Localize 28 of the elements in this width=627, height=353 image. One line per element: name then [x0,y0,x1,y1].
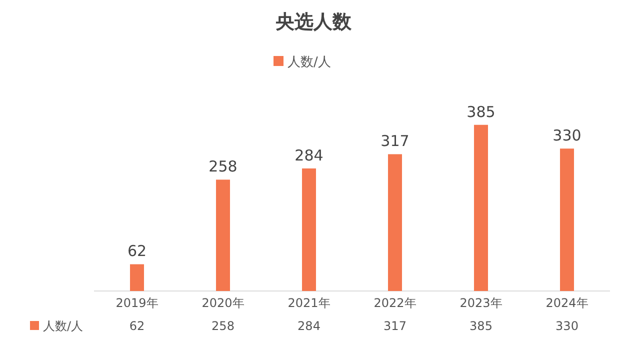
x-tick-label: 2019年 [116,296,158,310]
bar [302,168,316,291]
bar [474,124,488,291]
bar [560,148,574,291]
x-tick-label: 2024年 [546,296,588,310]
chart-title: 央选人数 [274,11,352,33]
bar [216,180,230,291]
text: 284 [298,319,320,333]
text: 62 [129,319,145,333]
x-tick-label: 2023年 [460,296,502,310]
text: 317 [384,319,406,333]
data-label: 258 [208,158,238,176]
bar [130,264,144,291]
legend-label: 人数/人 [288,55,331,70]
x-tick-label: 2022年 [374,296,416,310]
text: 人数/人 [43,319,84,333]
text: 258 [212,319,234,333]
text: 385 [470,319,492,333]
text: 330 [556,319,578,333]
legend: 人数/人 [274,55,331,70]
data-label: 62 [127,242,147,260]
data-label: 317 [380,132,410,150]
data-label: 284 [294,146,324,164]
x-tick-label: 2020年 [202,296,244,310]
x-tick-label: 2021年 [288,296,330,310]
bar [388,154,402,291]
data-label: 330 [552,126,582,145]
data-label: 385 [466,102,496,121]
